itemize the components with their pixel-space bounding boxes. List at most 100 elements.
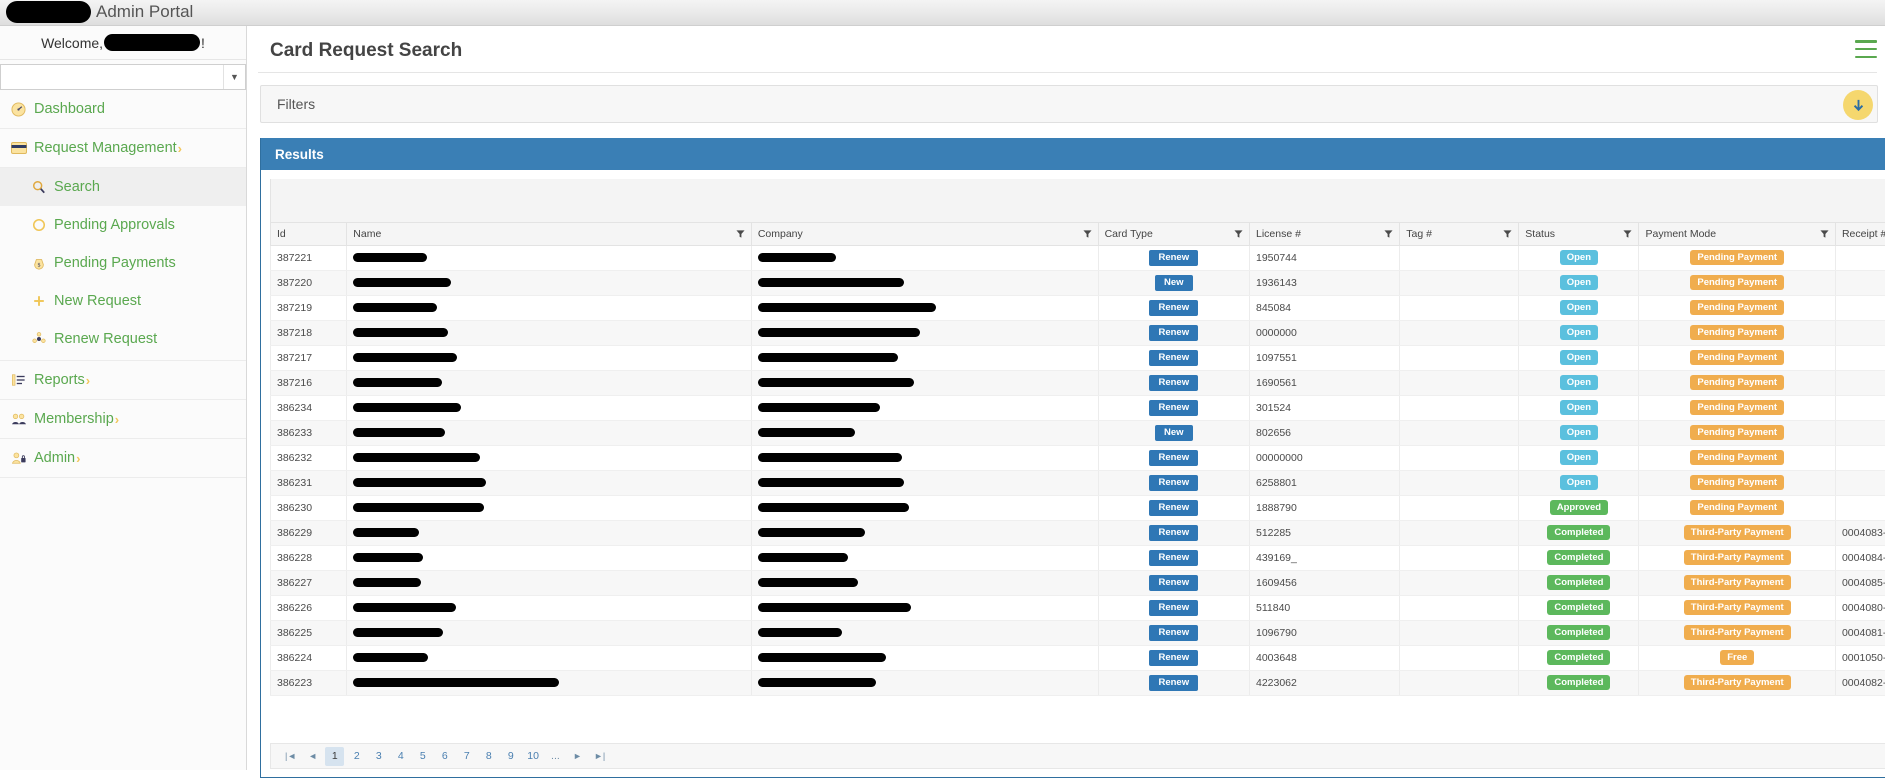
status-badge: Completed (1547, 625, 1610, 640)
column-header-status[interactable]: Status (1519, 223, 1639, 245)
column-header-name[interactable]: Name (347, 223, 752, 245)
cell-status: Open (1519, 395, 1639, 420)
column-header-payment_mode[interactable]: Payment Mode (1639, 223, 1835, 245)
sidebar-item-dashboard[interactable]: Dashboard (0, 90, 246, 129)
column-header-id[interactable]: Id (271, 223, 347, 245)
cell-card_type: Renew (1098, 295, 1249, 320)
cell-card_type: Renew (1098, 470, 1249, 495)
cell-tag (1400, 370, 1519, 395)
filter-icon[interactable] (1384, 229, 1393, 238)
pager-page-7[interactable]: 7 (457, 747, 476, 766)
sidebar-item-pending-payments[interactable]: $ Pending Payments (0, 244, 246, 282)
filter-icon[interactable] (1234, 229, 1243, 238)
filter-icon[interactable] (736, 229, 745, 238)
cell-payment_mode: Third-Party Payment (1639, 570, 1835, 595)
cell-license: 845084 (1249, 295, 1399, 320)
name-redaction (353, 303, 437, 312)
column-header-receipt[interactable]: Receipt # (1835, 223, 1885, 245)
cell-name (347, 520, 752, 545)
sidebar-item-renew-request[interactable]: Renew Request (0, 320, 246, 358)
cell-company (751, 645, 1098, 670)
pager-page-1[interactable]: 1 (325, 747, 344, 766)
table-row[interactable]: 386224Renew4003648CompletedFree0001050-2… (271, 645, 1885, 670)
sidebar-item-request-management[interactable]: Request Management › (0, 129, 246, 168)
circle-icon (30, 217, 47, 234)
status-badge: Completed (1547, 525, 1610, 540)
pager-page-2[interactable]: 2 (347, 747, 366, 766)
pager-page-3[interactable]: 3 (369, 747, 388, 766)
cell-license: 301524 (1249, 395, 1399, 420)
status-badge: Open (1560, 275, 1598, 290)
cell-status: Open (1519, 295, 1639, 320)
filter-icon[interactable] (1083, 229, 1092, 238)
cell-company (751, 545, 1098, 570)
organization-select[interactable]: ▼ (0, 64, 246, 90)
cell-receipt (1835, 370, 1885, 395)
sidebar-item-search[interactable]: Search (0, 168, 246, 206)
cell-license: 1096790 (1249, 620, 1399, 645)
cell-tag (1400, 595, 1519, 620)
filter-icon[interactable] (1820, 229, 1829, 238)
card-type-badge: Renew (1149, 675, 1198, 691)
cell-id: 386225 (271, 620, 347, 645)
page-title: Card Request Search (258, 26, 1877, 73)
sidebar-item-membership[interactable]: Membership › (0, 400, 246, 439)
card-type-badge: Renew (1149, 550, 1198, 566)
company-redaction (758, 603, 911, 612)
sidebar-item-new-request[interactable]: New Request (0, 282, 246, 320)
column-header-card_type[interactable]: Card Type (1098, 223, 1249, 245)
payment-mode-badge: Third-Party Payment (1684, 550, 1791, 565)
chevron-down-icon[interactable] (1843, 90, 1873, 120)
money-bag-icon: $ (30, 255, 47, 272)
pager-page-9[interactable]: 9 (501, 747, 520, 766)
column-header-tag[interactable]: Tag # (1400, 223, 1519, 245)
name-redaction (353, 628, 443, 637)
chevron-down-icon[interactable]: ▼ (223, 65, 245, 89)
pager-page-10[interactable]: 10 (523, 747, 543, 766)
pager-last-button[interactable]: ►| (590, 747, 609, 766)
cell-payment_mode: Pending Payment (1639, 320, 1835, 345)
cell-company (751, 495, 1098, 520)
sidebar-item-reports[interactable]: Reports › (0, 361, 246, 400)
cell-license: 0000000 (1249, 320, 1399, 345)
pager-prev-button[interactable]: ◄ (303, 747, 322, 766)
pager-first-button[interactable]: |◄ (281, 747, 300, 766)
column-header-company[interactable]: Company (751, 223, 1098, 245)
cell-name (347, 595, 752, 620)
cell-license: 1950744 (1249, 245, 1399, 270)
pager-page-6[interactable]: 6 (435, 747, 454, 766)
filter-icon[interactable] (1623, 229, 1632, 238)
pager-page-4[interactable]: 4 (391, 747, 410, 766)
sidebar-item-pending-approvals[interactable]: Pending Approvals (0, 206, 246, 244)
column-header-license[interactable]: License # (1249, 223, 1399, 245)
pager-next-button[interactable]: ► (568, 747, 587, 766)
pager-page-8[interactable]: 8 (479, 747, 498, 766)
filter-icon[interactable] (1503, 229, 1512, 238)
cell-payment_mode: Pending Payment (1639, 395, 1835, 420)
cell-card_type: Renew (1098, 445, 1249, 470)
plus-icon (30, 293, 47, 310)
name-redaction (353, 653, 428, 662)
pager-page-5[interactable]: 5 (413, 747, 432, 766)
filters-panel[interactable]: Filters (260, 85, 1878, 123)
sidebar-item-admin[interactable]: Admin › (0, 439, 246, 478)
card-type-badge: Renew (1149, 600, 1198, 616)
hamburger-icon[interactable] (1855, 40, 1877, 58)
